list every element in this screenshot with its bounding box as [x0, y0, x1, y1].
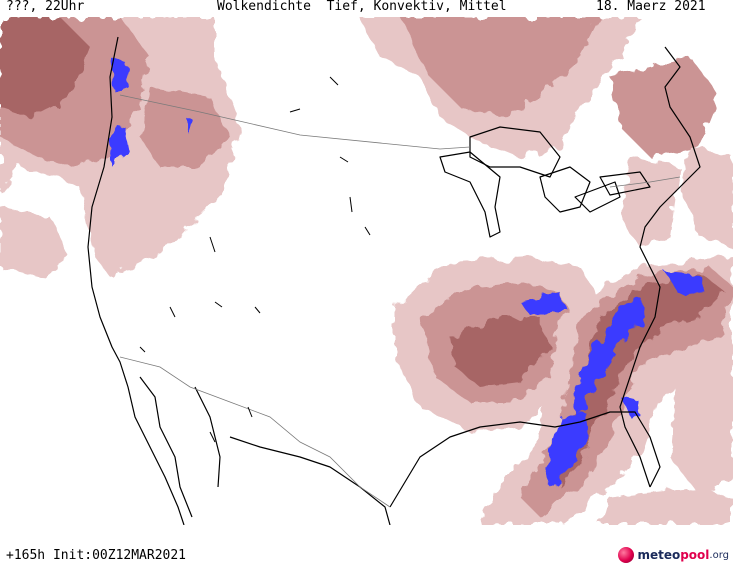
globe-icon	[618, 547, 635, 563]
forecast-info: +165h Init:00Z12MAR2021	[6, 548, 187, 563]
cloud-density-map	[0, 17, 733, 525]
map-title: Wolkendichte Tief, Konvektiv, Mittel	[217, 0, 507, 14]
meteopool-logo: meteo pool .org	[618, 545, 729, 565]
small-lakes	[139, 76, 371, 443]
cloud-field	[0, 17, 733, 525]
logo-text-pool: pool	[680, 548, 710, 562]
valid-time-label: ???, 22Uhr	[6, 0, 85, 14]
logo-text-meteo: meteo	[637, 548, 681, 562]
country-borders	[119, 94, 681, 508]
convective-cells	[108, 57, 705, 487]
date-label: 18. Maerz 2021	[596, 0, 706, 14]
coastlines	[87, 36, 701, 525]
logo-text-org: .org	[709, 549, 729, 561]
